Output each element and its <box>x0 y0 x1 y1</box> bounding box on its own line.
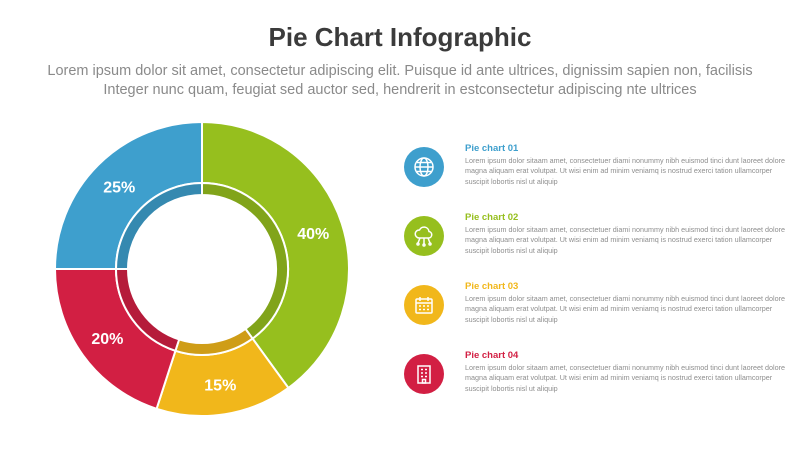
legend-text-2: Lorem ipsum dolor sitaam amet, consectet… <box>465 225 786 255</box>
legend-icon-badge-2 <box>404 216 444 256</box>
legend-text-3: Lorem ipsum dolor sitaam amet, consectet… <box>465 294 786 324</box>
page-title: Pie Chart Infographic <box>268 22 532 52</box>
legend-title-1: Pie chart 01 <box>465 143 519 154</box>
pie-slice-label-1: 40% <box>297 226 329 243</box>
legend-icon-badge-1 <box>404 147 444 187</box>
legend-title-3: Pie chart 03 <box>465 281 519 292</box>
legend-item-1: Pie chart 01 Lorem ipsum dolor sitaam am… <box>404 143 786 203</box>
subtitle-line-1: Lorem ipsum dolor sit amet, consectetur … <box>47 63 753 79</box>
legend-text-1: Lorem ipsum dolor sitaam amet, consectet… <box>465 156 786 186</box>
subtitle-line-2: Integer nunc quam, feugiat sed auctor se… <box>103 82 697 98</box>
pie-slice-label-2: 15% <box>204 378 236 395</box>
calendar-icon <box>415 297 433 314</box>
legend-title-4: Pie chart 04 <box>465 350 519 361</box>
legend-title-2: Pie chart 02 <box>465 212 519 223</box>
pie-slice-label-3: 20% <box>91 331 123 348</box>
page-subtitle: Lorem ipsum dolor sit amet, consectetur … <box>40 62 760 100</box>
cloud-network-icon <box>414 226 433 247</box>
legend-item-2: Pie chart 02 Lorem ipsum dolor sitaam am… <box>404 212 786 272</box>
pie-slice-inner-4 <box>114 181 203 270</box>
legend-icon-badge-4 <box>404 354 444 394</box>
legend-item-4: Pie chart 04 Lorem ipsum dolor sitaam am… <box>404 350 786 410</box>
pie-slice-label-4: 25% <box>103 179 135 196</box>
globe-icon <box>414 157 434 177</box>
building-icon <box>417 365 431 384</box>
legend-text-4: Lorem ipsum dolor sitaam amet, consectet… <box>465 363 786 393</box>
legend-icon-badge-3 <box>404 285 444 325</box>
legend-item-3: Pie chart 03 Lorem ipsum dolor sitaam am… <box>404 281 786 341</box>
